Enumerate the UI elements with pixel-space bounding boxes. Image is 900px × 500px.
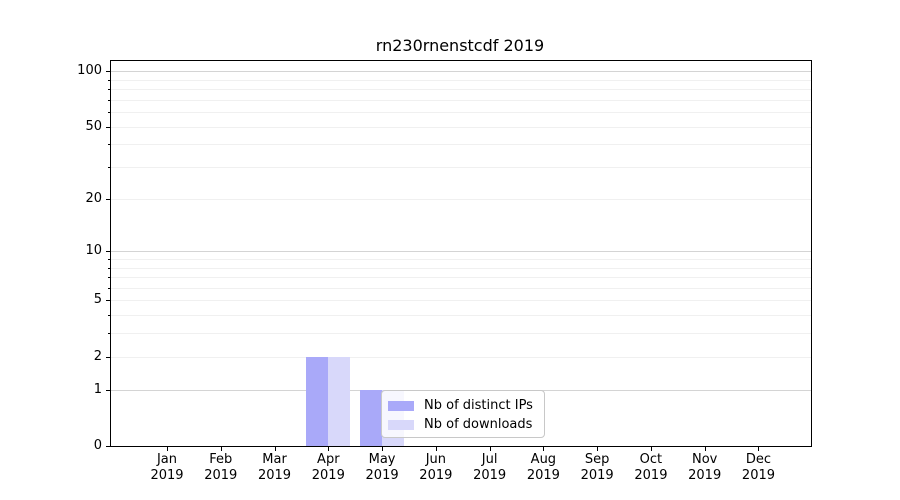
x-tick-label: Aug 2019 bbox=[526, 452, 560, 483]
y-tick-label: 50 bbox=[85, 118, 102, 134]
y-minor-tick-mark bbox=[108, 287, 110, 289]
y-gridline-minor bbox=[111, 333, 811, 335]
y-gridline-minor bbox=[111, 267, 811, 269]
y-gridline-minor bbox=[111, 356, 811, 358]
legend-swatch-distinct-ips bbox=[388, 400, 414, 411]
y-tick-label: 2 bbox=[93, 348, 102, 364]
y-gridline-minor bbox=[111, 300, 811, 302]
x-tick-label: Nov 2019 bbox=[688, 452, 722, 483]
y-gridline-minor bbox=[111, 277, 811, 279]
plot-area bbox=[110, 60, 812, 447]
y-gridline-minor bbox=[111, 112, 811, 114]
legend-label: Nb of distinct IPs bbox=[424, 398, 533, 413]
y-gridline-minor bbox=[111, 287, 811, 289]
bar-distinct-ips bbox=[360, 389, 383, 446]
x-tick-label: Apr 2019 bbox=[311, 452, 345, 483]
y-tick-label: 5 bbox=[93, 292, 102, 308]
x-tick-mark bbox=[704, 447, 706, 451]
y-gridline-minor bbox=[111, 259, 811, 260]
y-minor-tick-mark bbox=[108, 79, 110, 81]
bar-downloads bbox=[328, 356, 351, 446]
x-tick-mark bbox=[274, 447, 276, 451]
x-tick-label: Jan 2019 bbox=[150, 452, 184, 483]
bar-distinct-ips bbox=[306, 356, 329, 446]
y-tick-mark bbox=[106, 251, 110, 253]
y-minor-tick-mark bbox=[108, 112, 110, 114]
y-tick-mark bbox=[106, 356, 110, 358]
y-gridline-minor bbox=[111, 198, 811, 200]
y-gridline-minor bbox=[111, 144, 811, 146]
y-tick-mark bbox=[106, 389, 110, 391]
y-tick-mark bbox=[106, 300, 110, 302]
x-tick-mark bbox=[220, 447, 222, 451]
legend-swatch-downloads bbox=[388, 419, 414, 430]
legend: Nb of distinct IPs Nb of downloads bbox=[381, 390, 545, 438]
x-tick-label: Dec 2019 bbox=[741, 452, 776, 483]
y-gridline-minor bbox=[111, 126, 811, 128]
x-tick-mark bbox=[597, 447, 599, 451]
y-gridline-minor bbox=[111, 99, 811, 101]
y-minor-tick-mark bbox=[108, 99, 110, 101]
y-gridline-minor bbox=[111, 79, 811, 81]
x-tick-label: Oct 2019 bbox=[634, 452, 668, 483]
x-tick-mark bbox=[382, 447, 384, 451]
x-tick-label: Sep 2019 bbox=[580, 452, 614, 483]
legend-label: Nb of downloads bbox=[424, 417, 533, 432]
y-minor-tick-mark bbox=[108, 277, 110, 279]
y-tick-mark bbox=[106, 71, 110, 73]
y-tick-mark bbox=[106, 198, 110, 200]
x-tick-mark bbox=[489, 447, 491, 451]
x-tick-mark bbox=[758, 447, 760, 451]
y-tick-label: 1 bbox=[93, 381, 102, 397]
y-tick-mark bbox=[106, 126, 110, 128]
y-minor-tick-mark bbox=[108, 167, 110, 169]
y-gridline-major bbox=[111, 251, 811, 253]
legend-entry: Nb of distinct IPs bbox=[388, 396, 536, 415]
y-tick-label: 20 bbox=[85, 190, 102, 206]
x-tick-label: Jun 2019 bbox=[419, 452, 453, 483]
y-minor-tick-mark bbox=[108, 267, 110, 269]
plot-grid-and-bars bbox=[111, 61, 811, 446]
x-tick-label: Jul 2019 bbox=[473, 452, 507, 483]
y-gridline-minor bbox=[111, 315, 811, 317]
y-gridline-minor bbox=[111, 167, 811, 169]
x-tick-label: Mar 2019 bbox=[257, 452, 292, 483]
x-tick-label: Feb 2019 bbox=[204, 452, 238, 483]
y-minor-tick-mark bbox=[108, 259, 110, 260]
y-tick-label: 0 bbox=[93, 438, 102, 453]
y-tick-label: 10 bbox=[85, 243, 102, 259]
x-tick-mark bbox=[650, 447, 652, 451]
x-tick-mark bbox=[435, 447, 437, 451]
y-minor-tick-mark bbox=[108, 89, 110, 91]
legend-entry: Nb of downloads bbox=[388, 415, 536, 434]
y-minor-tick-mark bbox=[108, 333, 110, 335]
y-tick-mark bbox=[106, 446, 110, 447]
y-gridline-minor bbox=[111, 89, 811, 91]
chart-title: rn230rnenstcdf 2019 bbox=[375, 36, 545, 55]
y-tick-label: 100 bbox=[77, 63, 102, 79]
y-minor-tick-mark bbox=[108, 144, 110, 146]
x-tick-mark bbox=[543, 447, 545, 451]
x-tick-mark bbox=[167, 447, 168, 451]
x-tick-label: May 2019 bbox=[365, 452, 399, 483]
y-minor-tick-mark bbox=[108, 315, 110, 317]
y-gridline-major bbox=[111, 71, 811, 73]
x-tick-mark bbox=[328, 447, 330, 451]
